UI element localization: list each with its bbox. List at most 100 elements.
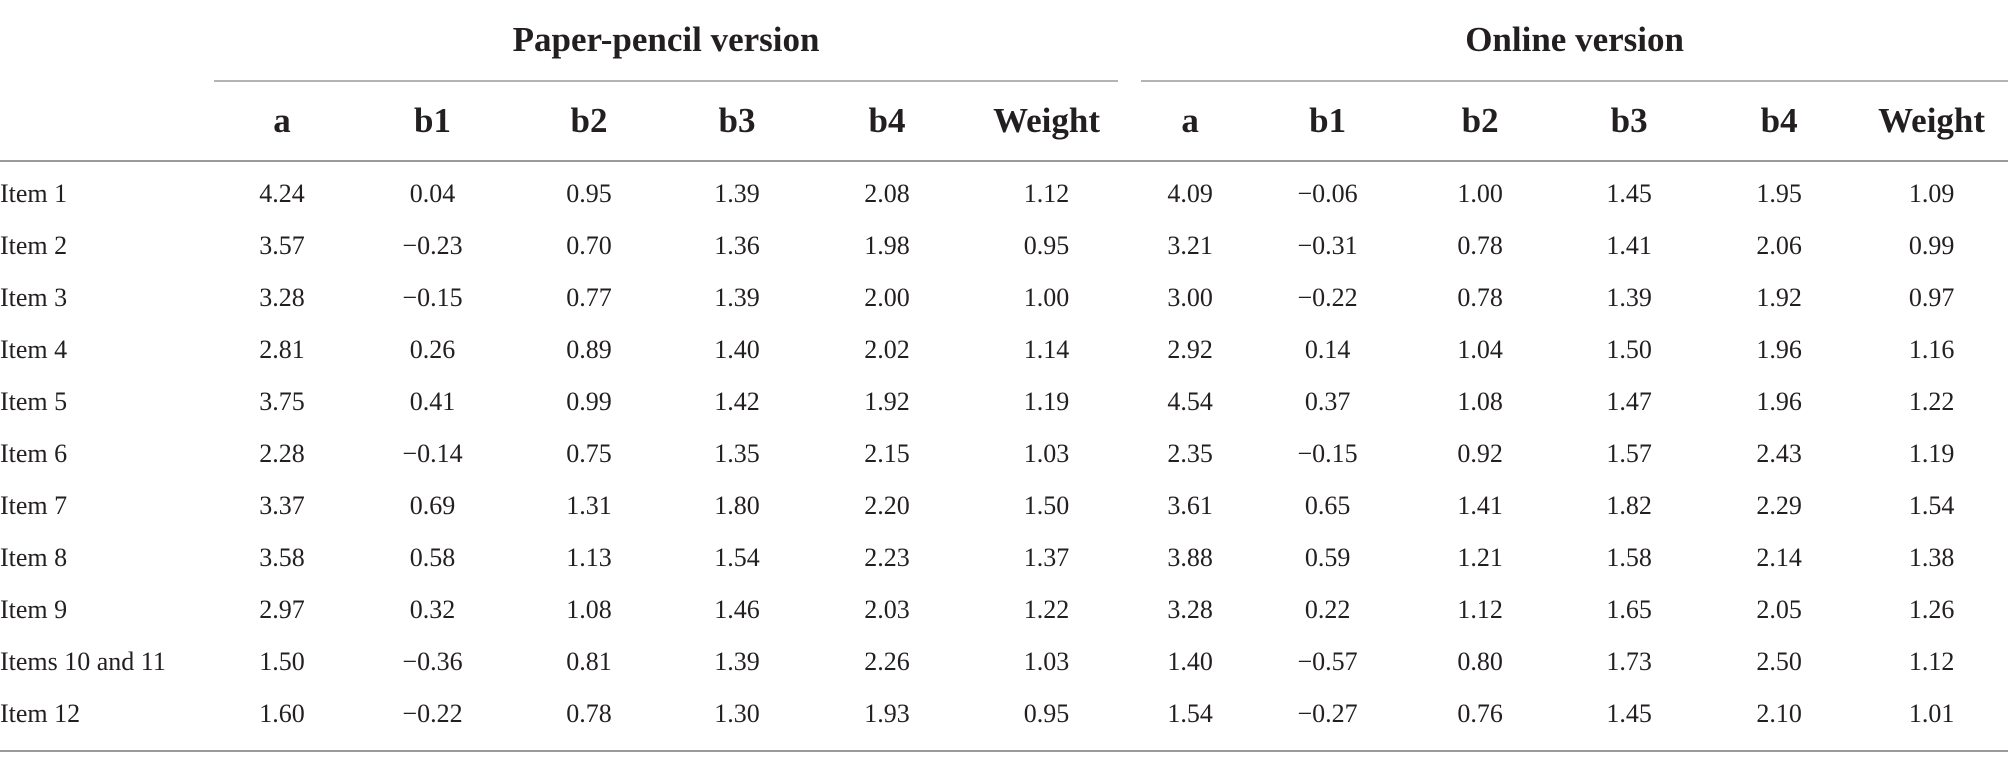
table-cell: −0.22 bbox=[402, 699, 463, 728]
table-cell: 2.92 bbox=[1167, 335, 1213, 364]
column-header-pp-b1: b1 bbox=[350, 82, 515, 162]
table-cell: 0.04 bbox=[409, 179, 456, 208]
table-cell: 3.37 bbox=[259, 491, 305, 520]
table-cell: 1.98 bbox=[864, 231, 910, 260]
table-cell: 3.21 bbox=[1167, 231, 1213, 260]
table-cell: −0.15 bbox=[1297, 439, 1358, 468]
table-cell: 1.54 bbox=[1908, 491, 1955, 520]
table-cell: 1.39 bbox=[714, 283, 760, 312]
table-row: Item 4 2.81 0.26 0.89 1.40 2.02 1.14 2.92 0.14 1.… bbox=[0, 324, 2008, 376]
table-cell: −0.57 bbox=[1297, 647, 1358, 676]
table-cell: 3.57 bbox=[259, 231, 305, 260]
table-cell: 1.41 bbox=[1606, 231, 1652, 260]
table-cell: 0.92 bbox=[1457, 439, 1503, 468]
table-cell: 1.45 bbox=[1606, 179, 1652, 208]
table-cell: 0.58 bbox=[409, 543, 456, 572]
table-cell: 0.37 bbox=[1304, 387, 1351, 416]
table-cell: 1.57 bbox=[1606, 439, 1652, 468]
table-cell: 1.14 bbox=[1023, 335, 1070, 364]
table-cell: 4.54 bbox=[1167, 387, 1213, 416]
table-row: Item 3 3.28 −0.15 0.77 1.39 2.00 1.00 3.00 −0.22… bbox=[0, 272, 2008, 324]
table-cell: 1.54 bbox=[714, 543, 760, 572]
table-row: Item 12 1.60 −0.22 0.78 1.30 1.93 0.95 1.54 −0.2… bbox=[0, 688, 2008, 740]
table-cell: 1.60 bbox=[259, 699, 305, 728]
table-row: Item 6 2.28 −0.14 0.75 1.35 2.15 1.03 2.35 −0.15… bbox=[0, 428, 2008, 480]
row-label: Item 7 bbox=[0, 491, 68, 520]
table-cell: 1.08 bbox=[566, 595, 612, 624]
table-cell: 0.69 bbox=[409, 491, 456, 520]
table-row: Item 8 3.58 0.58 1.13 1.54 2.23 1.37 3.88 0.59 1.… bbox=[0, 532, 2008, 584]
table-cell: 2.43 bbox=[1756, 439, 1802, 468]
table-cell: 0.14 bbox=[1304, 335, 1351, 364]
row-label: Item 3 bbox=[0, 283, 68, 312]
table-cell: 0.70 bbox=[566, 231, 612, 260]
table-cell: 1.50 bbox=[1023, 491, 1070, 520]
table-cell: 1.39 bbox=[1606, 283, 1652, 312]
table-cell: 0.81 bbox=[566, 647, 612, 676]
table-cell: 0.77 bbox=[566, 283, 612, 312]
table-cell: 1.92 bbox=[1756, 283, 1802, 312]
group-header-row: Paper-pencil version Online version bbox=[0, 0, 2008, 82]
table-cell: 1.22 bbox=[1023, 595, 1070, 624]
row-label: Item 1 bbox=[0, 179, 68, 208]
table-cell: 0.41 bbox=[409, 387, 456, 416]
table-cell: 2.02 bbox=[864, 335, 910, 364]
online-group-label: Online version bbox=[1141, 0, 2008, 82]
table-cell: 0.78 bbox=[566, 699, 612, 728]
table-cell: 2.08 bbox=[864, 179, 910, 208]
table-cell: 3.58 bbox=[259, 543, 305, 572]
table-cell: 1.73 bbox=[1606, 647, 1652, 676]
row-label: Item 9 bbox=[0, 595, 68, 624]
table-cell: 3.61 bbox=[1167, 491, 1213, 520]
table-cell: 1.65 bbox=[1606, 595, 1652, 624]
table-cell: 2.28 bbox=[259, 439, 305, 468]
table-cell: 1.93 bbox=[864, 699, 910, 728]
table-row: Item 9 2.97 0.32 1.08 1.46 2.03 1.22 3.28 0.22 1.… bbox=[0, 584, 2008, 636]
table-cell: 1.47 bbox=[1606, 387, 1652, 416]
table-cell: 1.08 bbox=[1457, 387, 1503, 416]
table-cell: 0.26 bbox=[409, 335, 456, 364]
table-cell: 1.80 bbox=[714, 491, 760, 520]
table-cell: 1.39 bbox=[714, 179, 760, 208]
row-label: Item 4 bbox=[0, 335, 68, 364]
column-header-pp-a: a bbox=[214, 82, 350, 162]
table-cell: 0.65 bbox=[1304, 491, 1351, 520]
table-cell: 1.54 bbox=[1167, 699, 1213, 728]
table-cell: 1.12 bbox=[1908, 647, 1955, 676]
table-cell: 1.04 bbox=[1457, 335, 1503, 364]
column-header-ov-a: a bbox=[1130, 82, 1251, 162]
table-cell: −0.23 bbox=[402, 231, 463, 260]
column-header-item bbox=[0, 82, 214, 162]
table-cell: 1.22 bbox=[1908, 387, 1955, 416]
column-header-ov-b4: b4 bbox=[1703, 82, 1856, 162]
table-cell: 0.89 bbox=[566, 335, 612, 364]
column-header-pp-weight: Weight bbox=[963, 82, 1131, 162]
table-cell: 1.12 bbox=[1023, 179, 1070, 208]
table-row: Item 1 4.24 0.04 0.95 1.39 2.08 1.12 4.09 −0.06 1… bbox=[0, 161, 2008, 220]
table-row: Item 2 3.57 −0.23 0.70 1.36 1.98 0.95 3.21 −0.31… bbox=[0, 220, 2008, 272]
table-cell: 2.14 bbox=[1756, 543, 1802, 572]
table-cell: 4.24 bbox=[259, 179, 305, 208]
table-cell: 1.92 bbox=[864, 387, 910, 416]
table-cell: 3.00 bbox=[1167, 283, 1213, 312]
table-cell: 1.96 bbox=[1756, 335, 1802, 364]
table-cell: −0.27 bbox=[1297, 699, 1358, 728]
table-cell: 0.99 bbox=[566, 387, 612, 416]
table-cell: 2.06 bbox=[1756, 231, 1802, 260]
table-cell: 1.19 bbox=[1023, 387, 1070, 416]
table-cell: 0.95 bbox=[1023, 231, 1070, 260]
table-cell: 0.99 bbox=[1908, 231, 1955, 260]
table-cell: 1.00 bbox=[1457, 179, 1503, 208]
table-cell: 2.97 bbox=[259, 595, 305, 624]
table-cell: 1.58 bbox=[1606, 543, 1652, 572]
table-cell: 2.50 bbox=[1756, 647, 1802, 676]
table-cell: 0.75 bbox=[566, 439, 612, 468]
table-cell: 2.15 bbox=[864, 439, 910, 468]
table-cell: 1.36 bbox=[714, 231, 760, 260]
table-cell: 3.28 bbox=[1167, 595, 1213, 624]
table-cell: 1.03 bbox=[1023, 647, 1070, 676]
bottom-rule bbox=[0, 750, 2008, 752]
table-cell: 0.95 bbox=[566, 179, 612, 208]
table-cell: 1.50 bbox=[1606, 335, 1652, 364]
